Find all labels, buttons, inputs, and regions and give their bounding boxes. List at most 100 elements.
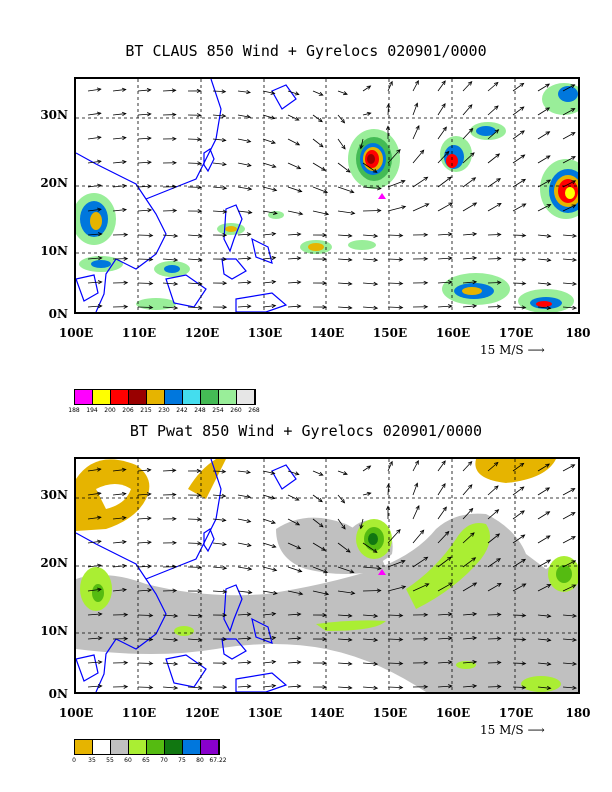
wind-vector-head bbox=[385, 505, 391, 511]
wind-vector-head bbox=[271, 140, 276, 144]
wind-vector-head bbox=[122, 515, 127, 521]
wind-vector-head bbox=[246, 518, 252, 523]
wind-vector bbox=[337, 590, 355, 594]
wind-vector-head bbox=[246, 90, 251, 95]
legend-tick-label: 35 bbox=[88, 757, 96, 764]
panel-1-xlabel-160e: 160E bbox=[435, 326, 471, 340]
wind-vector-head bbox=[197, 281, 203, 286]
wind-vector bbox=[362, 234, 378, 237]
wind-vector-head bbox=[247, 590, 253, 595]
wind-vector bbox=[262, 637, 276, 640]
wind-vector bbox=[112, 541, 127, 544]
wind-vector bbox=[462, 484, 473, 496]
wind-vector bbox=[462, 202, 477, 212]
wind-vector bbox=[87, 88, 101, 92]
wind-vector-head bbox=[221, 493, 227, 498]
wind-vector-head bbox=[444, 530, 450, 536]
wind-vector bbox=[387, 686, 403, 689]
wind-vector bbox=[212, 494, 226, 497]
wind-vector-head bbox=[173, 637, 179, 642]
wind-vector bbox=[437, 637, 452, 640]
wind-vector-head bbox=[122, 135, 127, 141]
wind-vector-head bbox=[520, 130, 525, 135]
wind-vector bbox=[412, 80, 419, 92]
wind-vector-head bbox=[494, 105, 499, 110]
wind-vector bbox=[87, 257, 102, 260]
wind-vector-head bbox=[172, 136, 177, 141]
wind-vector bbox=[487, 485, 499, 496]
legend-tick-label: 0 bbox=[72, 757, 76, 764]
wind-vector-head bbox=[495, 153, 501, 158]
wind-vector bbox=[187, 258, 202, 261]
wind-vector bbox=[387, 662, 403, 665]
wind-vector bbox=[512, 463, 524, 472]
wind-vector-head bbox=[173, 685, 179, 690]
wind-vector bbox=[562, 306, 577, 309]
wind-vector-head bbox=[148, 637, 154, 642]
wind-vector-head bbox=[386, 103, 391, 109]
wind-vector bbox=[462, 532, 475, 544]
wind-vector-head bbox=[271, 659, 277, 665]
wind-vector bbox=[87, 685, 102, 688]
wind-vector-head bbox=[423, 612, 429, 617]
wind-vector-head bbox=[572, 281, 578, 286]
panel-1-map bbox=[74, 77, 580, 314]
panel-2-xlabel-150e: 150E bbox=[372, 706, 408, 720]
wind-vector bbox=[287, 186, 302, 192]
panel-2-ylabel-0n: 0N bbox=[48, 687, 68, 701]
wind-vector bbox=[87, 540, 101, 544]
wind-vector-head bbox=[496, 582, 502, 587]
wind-vector bbox=[137, 137, 151, 140]
wind-vector bbox=[187, 542, 202, 544]
wind-vector bbox=[362, 85, 371, 92]
legend-tick-label: 55 bbox=[106, 757, 114, 764]
wind-vector bbox=[87, 184, 102, 188]
wind-vector-head bbox=[441, 483, 446, 488]
wind-vector-head bbox=[322, 660, 328, 666]
wind-vector-head bbox=[197, 565, 203, 570]
wind-vector-head bbox=[493, 461, 499, 467]
legend-tick-label: 67.22 bbox=[209, 757, 227, 764]
wind-vector-head bbox=[572, 233, 578, 238]
wind-vector-head bbox=[373, 281, 379, 286]
wind-vector bbox=[137, 686, 153, 688]
wind-vector bbox=[212, 138, 226, 141]
wind-vector bbox=[487, 178, 501, 188]
wind-vector bbox=[487, 258, 501, 260]
wind-vector-head bbox=[521, 583, 527, 588]
wind-vector-head bbox=[172, 208, 178, 213]
wind-vector bbox=[262, 90, 275, 94]
wind-vector-head bbox=[521, 233, 527, 238]
wind-vector bbox=[287, 518, 300, 526]
wind-vector bbox=[262, 210, 278, 214]
wind-vector-head bbox=[400, 179, 406, 184]
wind-vector-head bbox=[222, 589, 228, 594]
wind-vector-head bbox=[246, 256, 252, 261]
wind-vector-head bbox=[222, 161, 227, 167]
panel-1-ylabel-0n: 0N bbox=[48, 307, 68, 321]
wind-vector-head bbox=[221, 113, 227, 118]
wind-vector bbox=[137, 209, 152, 212]
wind-vector bbox=[437, 176, 452, 188]
wind-vector-head bbox=[343, 91, 348, 96]
wind-vector bbox=[262, 661, 276, 664]
legend-swatch bbox=[219, 390, 237, 404]
wind-vector bbox=[487, 558, 501, 568]
wind-vector-head bbox=[197, 541, 202, 546]
wind-vector bbox=[562, 132, 576, 140]
wind-vector-head bbox=[347, 685, 353, 690]
wind-vector bbox=[312, 566, 328, 573]
wind-vector-head bbox=[414, 102, 419, 108]
wind-vector-head bbox=[366, 85, 372, 90]
wind-vector bbox=[512, 203, 526, 212]
wind-vector bbox=[387, 586, 406, 592]
wind-vector bbox=[112, 517, 126, 520]
legend-swatch bbox=[147, 390, 165, 404]
wind-vector-head bbox=[468, 104, 473, 109]
legend-swatch bbox=[93, 740, 111, 754]
wind-vector bbox=[237, 210, 252, 214]
wind-vector bbox=[512, 130, 525, 140]
wind-vector-head bbox=[447, 636, 453, 641]
wind-vector bbox=[487, 282, 501, 284]
wind-vector bbox=[237, 613, 251, 616]
